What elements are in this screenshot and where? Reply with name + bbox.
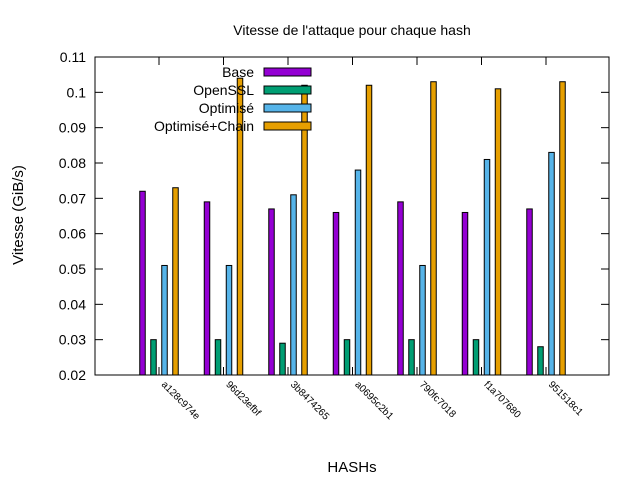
y-tick-label: 0.03: [59, 332, 86, 348]
y-tick-label: 0.04: [59, 296, 86, 312]
y-axis-label: Vitesse (GiB/s): [10, 165, 27, 265]
bar-base: [203, 201, 211, 376]
x-tick-label: a128c974e: [159, 379, 202, 422]
bar-base: [397, 201, 404, 376]
y-tick-label: 0.08: [59, 155, 86, 171]
bar-openssl: [408, 339, 415, 376]
legend-label: Optimisé: [199, 100, 254, 116]
y-tick-label: 0.1: [67, 84, 87, 100]
bar-base: [461, 211, 469, 376]
bar-base: [139, 190, 146, 376]
x-tick-label: f1a707680: [481, 379, 523, 421]
bar-openssl: [537, 346, 544, 376]
legend: Base OpenSSL Optimisé Optimisé+Chain: [154, 64, 312, 134]
y-tick-label: 0.07: [59, 190, 86, 206]
bar-optimis-: [225, 264, 233, 376]
plot-area: 0.02 0.03 0.04 0.05 0.06 0.07 0.08 0.09 0.1 0.11 a…: [59, 49, 609, 423]
bar-openssl: [472, 339, 480, 376]
bar-base: [526, 208, 533, 376]
y-tick-label: 0.11: [60, 49, 86, 65]
legend-swatch: [263, 121, 312, 131]
bar-optimis-: [161, 264, 168, 376]
y-tick-label: 0.06: [59, 226, 86, 242]
bar-optimis-chain: [365, 84, 373, 376]
bar-optimis-: [419, 264, 426, 376]
x-tick-label: a0695c2b1: [352, 379, 395, 422]
y-tick-label: 0.05: [59, 261, 86, 277]
bar-optimis-chain: [559, 81, 566, 376]
legend-label: Base: [222, 64, 254, 80]
chart-title: Vitesse de l'attaque pour chaque hash: [233, 22, 470, 38]
x-tick-label: 96d23efbf: [223, 379, 262, 418]
y-tick-label: 0.02: [59, 367, 86, 383]
x-tick-label: 951518c1: [546, 379, 585, 418]
bar-optimis-chain: [494, 88, 502, 376]
legend-label: OpenSSL: [193, 82, 254, 98]
plot-frame: [94, 56, 610, 376]
y-tick-label: 0.09: [59, 120, 86, 136]
bar-optimis-chain: [430, 81, 437, 376]
bar-base: [268, 208, 275, 376]
bar-optimis-chain: [172, 187, 179, 376]
bar-optimis-: [354, 169, 362, 376]
bar-optimis-: [290, 194, 297, 376]
bar-openssl: [214, 339, 222, 376]
bar-optimis-: [483, 158, 491, 376]
legend-swatch: [263, 67, 312, 77]
x-tick-label: 790fc7018: [417, 379, 458, 420]
legend-label: Optimisé+Chain: [154, 118, 254, 134]
legend-swatch: [263, 103, 312, 113]
x-tick-label: 3b8474265: [288, 379, 331, 422]
bar-base: [332, 211, 340, 376]
x-axis-label: HASHs: [327, 459, 376, 476]
bar-openssl: [150, 339, 157, 376]
bar-openssl: [279, 342, 286, 376]
bar-optimis-: [548, 151, 555, 376]
bar-openssl: [343, 339, 351, 376]
legend-swatch: [263, 85, 312, 95]
